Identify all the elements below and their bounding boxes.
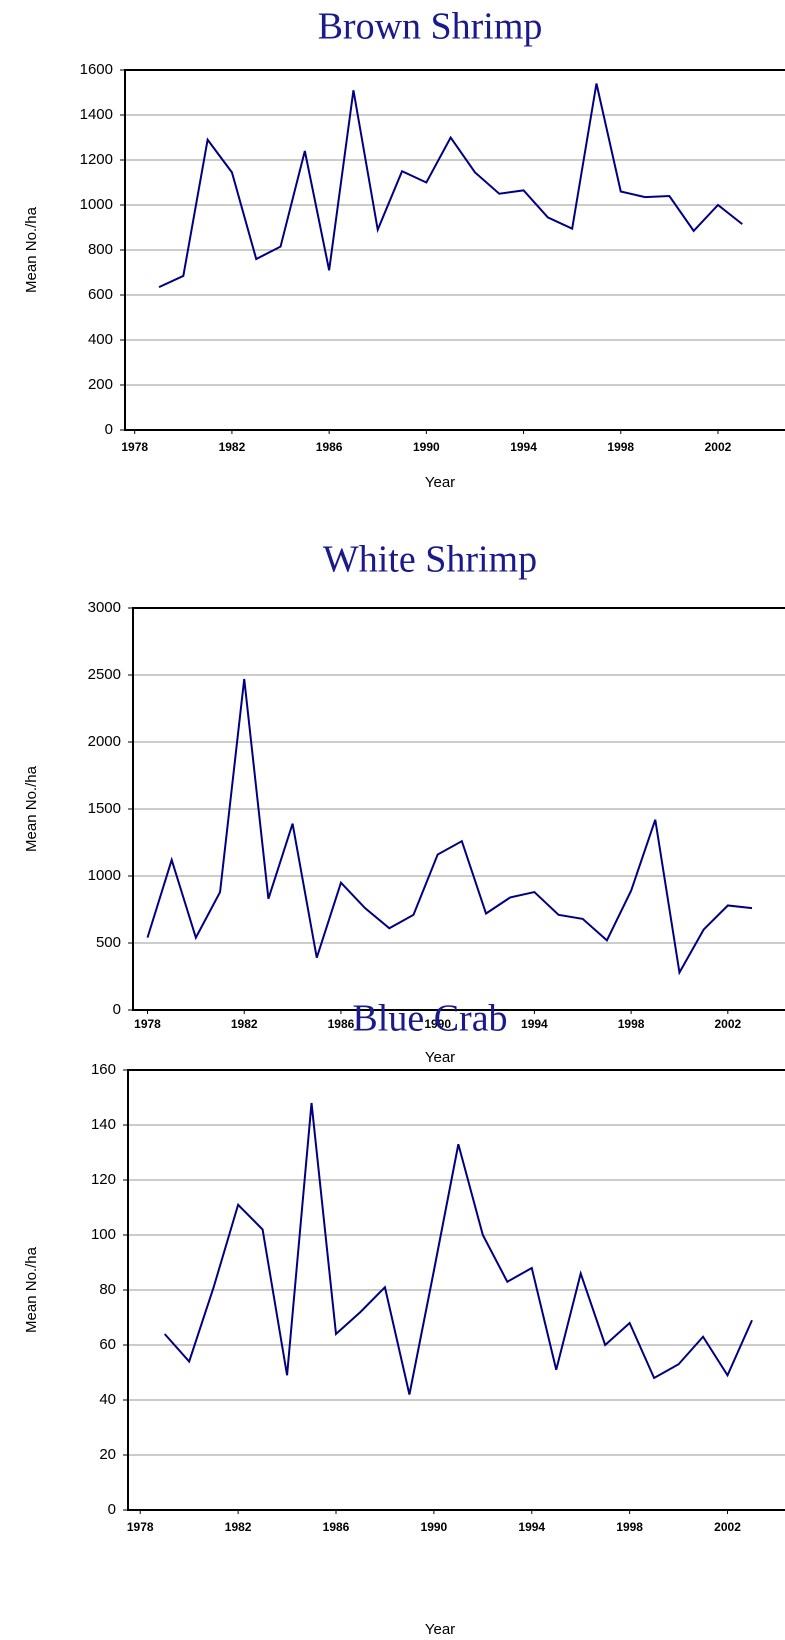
- y-tick-label: 1200: [80, 151, 113, 168]
- y-tick-label: 400: [88, 331, 113, 348]
- y-tick-label: 100: [91, 1226, 116, 1243]
- y-tick-label: 600: [88, 286, 113, 303]
- y-tick-label: 140: [91, 1116, 116, 1133]
- y-tick-label: 20: [99, 1446, 116, 1463]
- data-line: [163, 1102, 753, 1395]
- plot-frame: [132, 607, 785, 1011]
- x-tick-label: 1998: [616, 1520, 643, 1534]
- x-tick-label: 1994: [510, 440, 537, 454]
- x-tick-label: 1986: [316, 440, 343, 454]
- x-tick-label: 1978: [134, 1017, 161, 1031]
- y-tick-label: 80: [99, 1281, 116, 1298]
- x-tick-label: 1998: [618, 1017, 645, 1031]
- data-line: [146, 678, 753, 976]
- y-tick-label: 800: [88, 241, 113, 258]
- x-tick-label: 1978: [127, 1520, 154, 1534]
- x-tick-label: 1986: [323, 1520, 350, 1534]
- y-tick-label: 2500: [88, 666, 121, 683]
- chart-title: White Shrimp: [323, 539, 537, 581]
- y-axis-label: Mean No./ha: [23, 206, 40, 293]
- chart-title: Brown Shrimp: [318, 6, 543, 48]
- y-tick-label: 160: [91, 1061, 116, 1078]
- y-tick-label: 2000: [88, 733, 121, 750]
- y-tick-label: 1400: [80, 106, 113, 123]
- x-tick-label: 1978: [121, 440, 148, 454]
- y-tick-label: 1600: [80, 61, 113, 78]
- x-axis-label: Year: [425, 474, 455, 491]
- x-axis-label: Year: [425, 1621, 455, 1638]
- x-tick-label: 1990: [421, 1520, 448, 1534]
- x-axis-label: Year: [425, 1049, 455, 1066]
- y-tick-label: 0: [105, 421, 113, 438]
- y-tick-label: 0: [113, 1001, 121, 1018]
- x-tick-label: 1982: [219, 440, 246, 454]
- plot-frame: [127, 1069, 785, 1511]
- y-axis-label: Mean No./ha: [23, 765, 40, 852]
- x-tick-label: 1994: [521, 1017, 548, 1031]
- x-tick-label: 1994: [518, 1520, 545, 1534]
- x-tick-label: 2002: [705, 440, 732, 454]
- chart-title: Blue Crab: [352, 998, 507, 1040]
- y-tick-label: 1000: [80, 196, 113, 213]
- x-tick-label: 2002: [714, 1520, 741, 1534]
- x-tick-label: 1982: [231, 1017, 258, 1031]
- y-tick-label: 60: [99, 1336, 116, 1353]
- data-line: [158, 83, 743, 289]
- x-tick-label: 1986: [328, 1017, 355, 1031]
- y-tick-label: 120: [91, 1171, 116, 1188]
- x-tick-label: 1982: [225, 1520, 252, 1534]
- x-tick-label: 1990: [424, 1017, 451, 1031]
- y-tick-label: 1000: [88, 867, 121, 884]
- y-tick-label: 40: [99, 1391, 116, 1408]
- y-tick-label: 200: [88, 376, 113, 393]
- x-tick-label: 1990: [413, 440, 440, 454]
- y-tick-label: 500: [96, 934, 121, 951]
- y-tick-label: 3000: [88, 599, 121, 616]
- y-tick-label: 0: [108, 1501, 116, 1518]
- x-tick-label: 2002: [714, 1017, 741, 1031]
- plot-frame: [124, 69, 785, 431]
- x-tick-label: 1998: [607, 440, 634, 454]
- y-tick-label: 1500: [88, 800, 121, 817]
- y-axis-label: Mean No./ha: [23, 1246, 40, 1333]
